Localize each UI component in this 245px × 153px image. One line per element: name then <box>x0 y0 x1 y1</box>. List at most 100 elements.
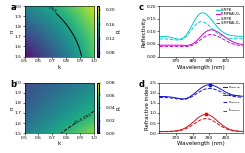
Text: R=0.153: R=0.153 <box>39 0 58 14</box>
Legend: S-MPB, R-MPBAl₂O₃, S-MPB, S-MPBAl₂O₃: S-MPB, R-MPBAl₂O₃, S-MPB, S-MPBAl₂O₃ <box>215 6 242 27</box>
$n_{R\mathrm{-MPB}}$ <box>203 85 206 87</box>
R-MPBAl₂O₃ <box>208 29 210 31</box>
Text: b: b <box>11 80 17 89</box>
$k_{R\mathrm{-MPB}}$ <box>158 131 161 132</box>
Line: S-MPB: S-MPB <box>159 13 243 39</box>
Y-axis label: R: R <box>116 29 121 33</box>
S-MPB <box>197 21 200 23</box>
Line: S-MPBAl₂O₃: S-MPBAl₂O₃ <box>159 35 243 47</box>
$k_{R\mathrm{-MPB}}$ <box>203 114 206 115</box>
R-MPBAl₂O₃ <box>239 43 242 45</box>
Y-axis label: n: n <box>10 106 15 110</box>
$n_{S\mathrm{-MPB}}$ <box>181 98 184 100</box>
$n_{R\mathrm{-MPB}}$ <box>208 84 210 86</box>
$n_{S\mathrm{-MPB}}$ <box>226 94 229 96</box>
S-MPBAl₂O₃ <box>158 45 161 47</box>
S-MPB <box>158 35 161 37</box>
R-MPBAl₂O₃ <box>210 29 213 31</box>
S-MPBAl₂O₃ <box>239 45 242 47</box>
S-MPBAl₂O₃ <box>197 40 200 42</box>
R-MPBAl₂O₃ <box>158 44 161 46</box>
S-MPB <box>201 12 204 14</box>
S-MPBAl₂O₃ <box>208 34 210 36</box>
Line: $k_{R\mathrm{-MPB}}$: $k_{R\mathrm{-MPB}}$ <box>159 114 243 131</box>
Text: d: d <box>138 80 145 89</box>
$n_{S\mathrm{-MPB}}$ <box>197 91 200 93</box>
$k_{R\mathrm{-MPB}}$ <box>241 131 244 132</box>
$n_{S\mathrm{-MPB}}$ <box>241 96 244 98</box>
R-MPBAl₂O₃ <box>203 32 206 34</box>
Y-axis label: R: R <box>116 106 121 110</box>
Line: $n_{R\mathrm{-MPB}}$: $n_{R\mathrm{-MPB}}$ <box>159 85 243 99</box>
Text: R=0.051: R=0.051 <box>74 112 93 124</box>
S-MPB <box>208 16 211 18</box>
$n_{R\mathrm{-MPB}}$ <box>158 95 161 97</box>
$k_{R\mathrm{-MPB}}$ <box>208 114 210 116</box>
R-MPBAl₂O₃ <box>226 38 229 40</box>
Line: R-MPBAl₂O₃: R-MPBAl₂O₃ <box>159 30 243 45</box>
$n_{S\mathrm{-MPB}}$ <box>198 91 201 93</box>
$k_{S\mathrm{-MPB}}$ <box>239 131 242 132</box>
$n_{R\mathrm{-MPB}}$ <box>208 84 211 86</box>
S-MPB <box>226 37 229 39</box>
S-MPB <box>208 25 211 27</box>
S-MPB <box>198 13 201 15</box>
Line: $n_{S\mathrm{-MPB}}$: $n_{S\mathrm{-MPB}}$ <box>159 88 243 99</box>
S-MPB <box>200 21 203 22</box>
$k_{S\mathrm{-MPB}}$ <box>203 118 206 120</box>
$k_{S\mathrm{-MPB}}$ <box>158 131 161 133</box>
$n_{R\mathrm{-MPB}}$ <box>197 89 200 90</box>
S-MPB <box>239 38 242 40</box>
Y-axis label: n: n <box>10 30 15 33</box>
S-MPB <box>197 13 200 15</box>
S-MPBAl₂O₃ <box>210 34 213 35</box>
$k_{R\mathrm{-MPB}}$ <box>226 128 229 129</box>
$k_{S\mathrm{-MPB}}$ <box>208 118 210 120</box>
S-MPBAl₂O₃ <box>198 40 201 41</box>
$k_{S\mathrm{-MPB}}$ <box>197 120 200 122</box>
S-MPB <box>203 22 206 23</box>
Y-axis label: Reflectivity: Reflectivity <box>142 16 147 47</box>
S-MPBAl₂O₃ <box>184 46 186 47</box>
$k_{R\mathrm{-MPB}}$ <box>197 116 200 118</box>
R-MPBAl₂O₃ <box>241 44 244 45</box>
$n_{S\mathrm{-MPB}}$ <box>208 88 211 89</box>
S-MPB <box>241 38 244 40</box>
Text: a: a <box>11 3 16 12</box>
$n_{R\mathrm{-MPB}}$ <box>226 92 229 94</box>
Text: c: c <box>138 3 144 12</box>
$n_{S\mathrm{-MPB}}$ <box>239 96 242 98</box>
R-MPBAl₂O₃ <box>184 45 187 46</box>
Legend: $n_{R\mathrm{-MPB}}$, $k_{R\mathrm{-MPB}}$, $n_{S\mathrm{-MPB}}$, $k_{S\mathrm{-: $n_{R\mathrm{-MPB}}$, $k_{R\mathrm{-MPB}… <box>221 83 242 116</box>
$k_{R\mathrm{-MPB}}$ <box>198 116 201 118</box>
$k_{S\mathrm{-MPB}}$ <box>204 118 207 119</box>
Y-axis label: Refractive index: Refractive index <box>145 86 149 130</box>
$n_{R\mathrm{-MPB}}$ <box>181 98 184 100</box>
S-MPB <box>226 34 229 35</box>
S-MPB <box>178 38 181 40</box>
S-MPBAl₂O₃ <box>226 41 229 43</box>
Line: S-MPB: S-MPB <box>159 22 243 40</box>
S-MPBAl₂O₃ <box>203 36 206 38</box>
X-axis label: Wavelength (nm): Wavelength (nm) <box>177 141 225 146</box>
S-MPB <box>198 21 201 23</box>
S-MPB <box>158 38 161 40</box>
$n_{R\mathrm{-MPB}}$ <box>239 95 242 97</box>
S-MPBAl₂O₃ <box>241 45 244 47</box>
$n_{S\mathrm{-MPB}}$ <box>208 88 210 89</box>
$k_{R\mathrm{-MPB}}$ <box>239 130 242 132</box>
S-MPB <box>176 39 179 41</box>
S-MPB <box>241 35 244 37</box>
$n_{S\mathrm{-MPB}}$ <box>203 88 206 90</box>
R-MPBAl₂O₃ <box>197 37 200 39</box>
$k_{R\mathrm{-MPB}}$ <box>204 113 207 115</box>
X-axis label: k: k <box>57 65 61 70</box>
$n_{S\mathrm{-MPB}}$ <box>158 97 161 98</box>
$k_{S\mathrm{-MPB}}$ <box>198 120 201 121</box>
$k_{S\mathrm{-MPB}}$ <box>226 129 229 130</box>
X-axis label: k: k <box>57 141 61 146</box>
$n_{R\mathrm{-MPB}}$ <box>241 95 244 97</box>
$k_{S\mathrm{-MPB}}$ <box>241 131 244 132</box>
R-MPBAl₂O₃ <box>198 37 201 39</box>
S-MPB <box>239 35 242 37</box>
